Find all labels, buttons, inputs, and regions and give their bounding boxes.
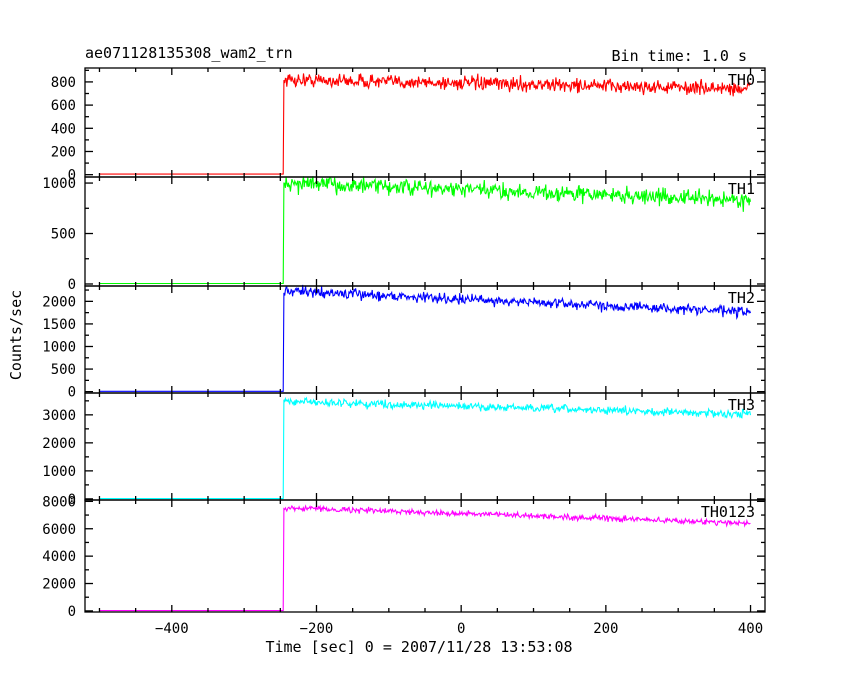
- x-tick-label: −400: [155, 621, 189, 637]
- y-tick-label: 3000: [42, 408, 76, 424]
- y-tick-label: 8000: [42, 494, 76, 510]
- y-axis-label: Counts/sec: [7, 290, 25, 380]
- y-tick-label: 400: [51, 121, 76, 137]
- x-axis-label: Time [sec] 0 = 2007/11/28 13:53:08: [265, 638, 572, 656]
- y-tick-label: 1000: [42, 176, 76, 192]
- panel-frame: [84, 499, 766, 613]
- y-tick-label: 1000: [42, 464, 76, 480]
- bin-time-label: Bin time: 1.0 s: [612, 47, 747, 65]
- x-tick-label: 200: [593, 621, 618, 637]
- y-tick-label: 0: [68, 168, 76, 184]
- panel-th2: 0 500 1000 1500 2000 TH2: [42, 284, 766, 401]
- panel-name-label: TH2: [728, 289, 755, 307]
- panel-name-label: TH0: [728, 71, 755, 89]
- y-tick-label: 0: [68, 277, 76, 293]
- y-tick-label: 2000: [42, 577, 76, 593]
- panel-th3: 0 1000 2000 3000 TH3: [42, 392, 766, 508]
- panel-th0: 0 200 400 600 800 TH0: [51, 67, 766, 184]
- panel-name-label: TH1: [728, 180, 755, 198]
- y-tick-label: 0: [68, 492, 76, 508]
- y-tick-label: 2000: [42, 436, 76, 452]
- y-tick-label: 4000: [42, 549, 76, 565]
- y-tick-label: 0: [68, 385, 76, 401]
- y-tick-label: 800: [51, 75, 76, 91]
- y-tick-label: 600: [51, 98, 76, 114]
- series-line-th3: [99, 396, 752, 500]
- chart-title: ae071128135308_wam2_trn: [85, 44, 293, 62]
- y-tick-label: 6000: [42, 522, 76, 538]
- x-tick-label: −200: [300, 621, 334, 637]
- panels-group: 0 200 400 600 800 TH0 0 500 1000 TH1 0 500 1000 1500 2…: [42, 67, 766, 637]
- series-line-th0: [99, 73, 751, 175]
- panel-name-label: TH0123: [701, 503, 755, 521]
- y-tick-label: 1500: [42, 317, 76, 333]
- y-tick-label: 1000: [42, 339, 76, 355]
- y-tick-label: 200: [51, 144, 76, 160]
- x-tick-label: 400: [738, 621, 763, 637]
- panel-th1: 0 500 1000 TH1: [42, 176, 766, 293]
- y-tick-label: 500: [51, 227, 76, 243]
- x-tick-label: 0: [457, 621, 465, 637]
- y-tick-label: 2000: [42, 294, 76, 310]
- series-line-th2: [99, 284, 752, 392]
- series-line-th0123: [99, 504, 751, 612]
- series-line-th1: [99, 176, 752, 285]
- panel-frame: [84, 392, 766, 501]
- panel-name-label: TH3: [728, 396, 755, 414]
- y-tick-label: 500: [51, 362, 76, 378]
- panel-th0123: 0 2000 4000 6000 8000 TH0123: [42, 494, 766, 620]
- y-tick-label: 0: [68, 604, 76, 620]
